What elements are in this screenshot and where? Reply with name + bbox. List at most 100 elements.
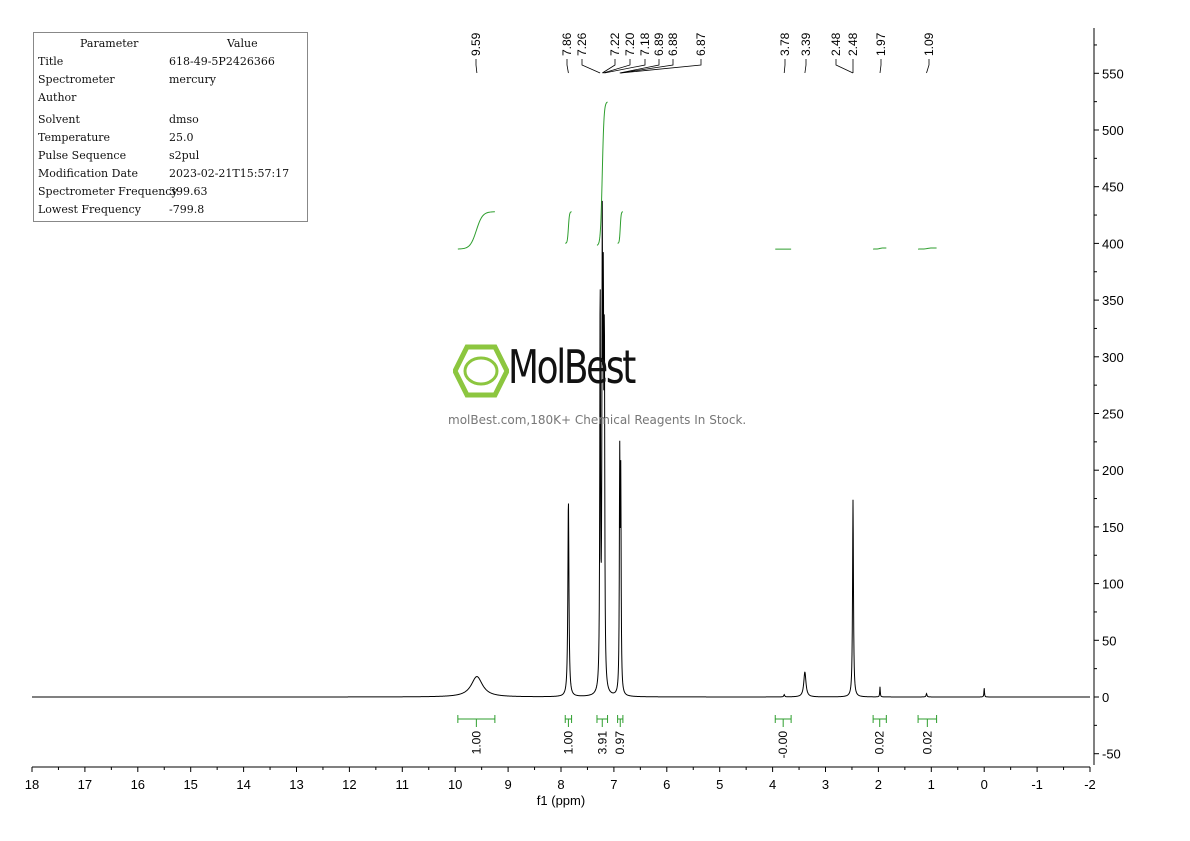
x-tick-label: 3 [822,777,829,792]
parameter-value: s2pul [169,149,200,162]
parameter-value: 25.0 [169,131,194,144]
x-tick-label: 11 [396,777,410,792]
peak-label-leader [566,59,569,74]
peak-label-leader [835,59,854,74]
parameter-header-key: Parameter [80,37,139,50]
parameter-row: Temperature 25.0 [38,131,303,148]
integral-brackets: 1.00 1.00 3.91 0.97 -0.00 0.02 0.02 [457,715,938,759]
parameter-key: Modification Date [38,167,138,180]
y-tick-label: 200 [1102,463,1124,478]
peak-label: 7.86 [560,32,574,56]
parameter-row: Pulse Sequence s2pul [38,149,303,166]
x-tick-label: 1 [928,777,935,792]
x-tick-label: 13 [289,777,303,792]
peak-label: 6.89 [652,32,666,56]
spectrum [32,200,1090,698]
parameter-key: Spectrometer Frequency [38,185,178,198]
peak-label-leader [926,59,930,74]
parameter-value: mercury [169,73,216,86]
x-tick-label: 5 [716,777,723,792]
y-tick-label: -50 [1102,747,1121,762]
parameter-row: Author [38,91,303,108]
peak-label: 2.48 [829,32,843,56]
peak-label-leader [619,59,660,74]
x-tick-label: 4 [769,777,776,792]
peak-label-leader [475,59,478,74]
y-tick-label: 50 [1102,633,1116,648]
peak-label-leader [620,59,674,74]
peak-label: 7.18 [638,32,652,56]
integral-value: 0.02 [873,731,887,755]
integral-curve [457,211,495,250]
peak-label: 7.20 [623,32,637,56]
parameter-row: Spectrometer Frequency 399.63 [38,185,303,202]
integral-curve [918,247,937,250]
x-tick-label: 10 [448,777,462,792]
y-tick-label: 550 [1102,66,1124,81]
integral-curves [457,101,937,250]
y-tick-label: 400 [1102,236,1124,251]
y-tick-label: 0 [1102,690,1109,705]
integral-value: -0.00 [776,731,790,759]
benzene-logo-icon [453,344,509,398]
y-tick-label: 350 [1102,293,1124,308]
x-axis: 18 17 16 15 14 13 12 11 10 9 8 7 6 5 4 3 2 1 0 -1 -2f1 (ppm) [25,766,1096,808]
parameter-key: Temperature [38,131,111,144]
peak-label: 6.88 [666,32,680,56]
integral-curve [873,247,887,250]
peak-label: 1.09 [922,32,936,56]
peak-label-leader [604,59,646,74]
integral-curve [565,211,572,244]
integral-curve [596,101,608,246]
x-tick-label: 6 [663,777,670,792]
peak-label-leader [581,59,601,74]
peak-label: 9.59 [469,32,483,56]
integral-curve [617,211,623,244]
x-tick-label: 12 [342,777,356,792]
peak-label-leader [602,59,616,74]
y-tick-label: 450 [1102,180,1124,195]
y-tick-label: 100 [1102,577,1124,592]
x-tick-label: -1 [1031,777,1043,792]
parameter-row: Title 618-49-5P2426366 [38,55,303,72]
watermark-name: MolBest [508,340,636,394]
peak-label: 7.22 [608,32,622,56]
peak-label-leader [603,59,631,74]
x-tick-label: 15 [183,777,197,792]
peak-label: 3.78 [778,32,792,56]
parameter-row: Modification Date 2023-02-21T15:57:17 [38,167,303,184]
x-tick-label: -2 [1084,777,1096,792]
x-tick-label: 9 [504,777,511,792]
parameter-row: Lowest Frequency -799.8 [38,203,303,220]
integral-value: 1.00 [469,731,483,755]
integral-value: 3.91 [595,731,609,755]
y-tick-label: 150 [1102,520,1124,535]
parameter-row: Spectrometer mercury [38,73,303,90]
peak-label-leader [879,59,882,74]
x-tick-label: 18 [25,777,39,792]
parameter-value: 2023-02-21T15:57:17 [169,167,290,180]
y-tick-label: 300 [1102,350,1124,365]
x-tick-label: 2 [875,777,882,792]
x-tick-label: 17 [78,777,92,792]
parameter-value: 399.63 [169,185,208,198]
x-tick-label: 0 [981,777,988,792]
parameter-table: Parameter Value Title 618-49-5P2426366 S… [33,32,308,222]
x-tick-label: 8 [557,777,564,792]
parameter-value: dmso [169,113,199,126]
peak-label: 6.87 [694,32,708,56]
parameter-header-row: Parameter Value [38,37,303,54]
watermark: MolBest molBest.com,180K+ Chemical Reage… [448,340,753,440]
x-tick-label: 14 [236,777,250,792]
parameter-key: Spectrometer [38,73,115,86]
peak-label: 1.97 [874,32,888,56]
parameter-key: Solvent [38,113,80,126]
peak-labels: 9.59 7.86 7.26 7.22 7.20 7.18 6.89 6.88 6.87 3.78… [469,32,936,74]
parameter-value: 618-49-5P2426366 [169,55,275,68]
parameter-header-value: Value [227,37,258,50]
parameter-key: Lowest Frequency [38,203,141,216]
integral-value: 1.00 [561,731,575,755]
peak-label-leader [804,59,807,74]
integral-value: 0.97 [613,731,627,755]
